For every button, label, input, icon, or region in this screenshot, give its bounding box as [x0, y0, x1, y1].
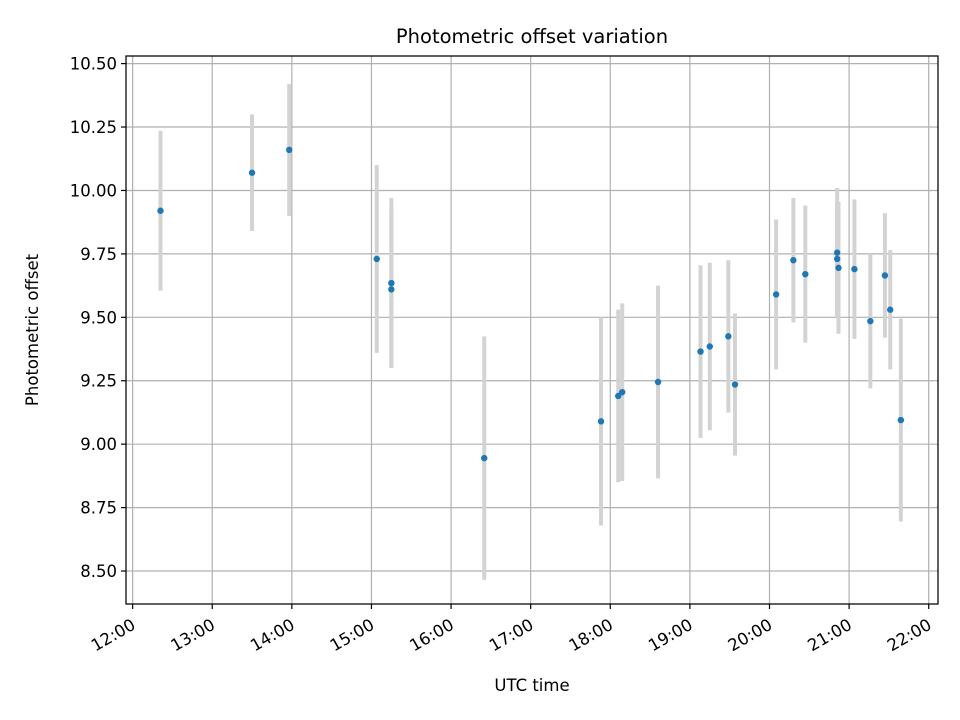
y-tick-label: 8.75	[80, 499, 117, 518]
y-tick-label: 9.25	[80, 372, 117, 391]
data-point	[790, 257, 797, 264]
data-point	[887, 306, 894, 313]
data-point	[388, 279, 395, 287]
x-axis-title: UTC time	[494, 676, 569, 695]
data-point	[157, 207, 164, 214]
data-point	[697, 348, 704, 355]
y-tick-label: 8.50	[80, 562, 117, 581]
y-tick-label: 10.00	[70, 181, 117, 200]
data-point	[285, 146, 293, 154]
data-point	[835, 264, 842, 272]
y-tick-label: 10.25	[70, 118, 117, 137]
data-point	[654, 378, 662, 386]
data-point	[772, 291, 780, 298]
data-point	[731, 381, 739, 388]
data-point	[619, 388, 626, 396]
data-point	[881, 272, 889, 279]
y-tick-label: 10.50	[70, 55, 117, 74]
data-point	[802, 270, 809, 278]
y-tick-label: 9.75	[80, 245, 117, 264]
plot-frame	[125, 55, 939, 605]
data-point	[481, 454, 488, 462]
grid	[126, 56, 938, 604]
data-point	[725, 333, 732, 340]
data-point	[851, 265, 858, 273]
data-point	[388, 286, 395, 293]
data-point	[373, 255, 380, 263]
data-point	[706, 343, 713, 350]
y-tick-label: 9.00	[80, 435, 117, 454]
data-markers	[157, 146, 905, 462]
data-point	[597, 418, 605, 425]
y-axis-title: Photometric offset	[23, 253, 42, 406]
data-point	[897, 416, 905, 424]
y-tick-label: 9.50	[80, 308, 117, 327]
data-point	[833, 249, 841, 256]
data-point	[833, 255, 841, 263]
data-point	[867, 317, 874, 325]
data-point	[248, 169, 256, 176]
chart-title: Photometric offset variation	[396, 25, 668, 48]
y-axis-ticks: 8.50 8.75 9.00 9.25 9.50 9.75 10.00 10.25 10.50	[70, 55, 126, 581]
data-point	[615, 392, 622, 400]
